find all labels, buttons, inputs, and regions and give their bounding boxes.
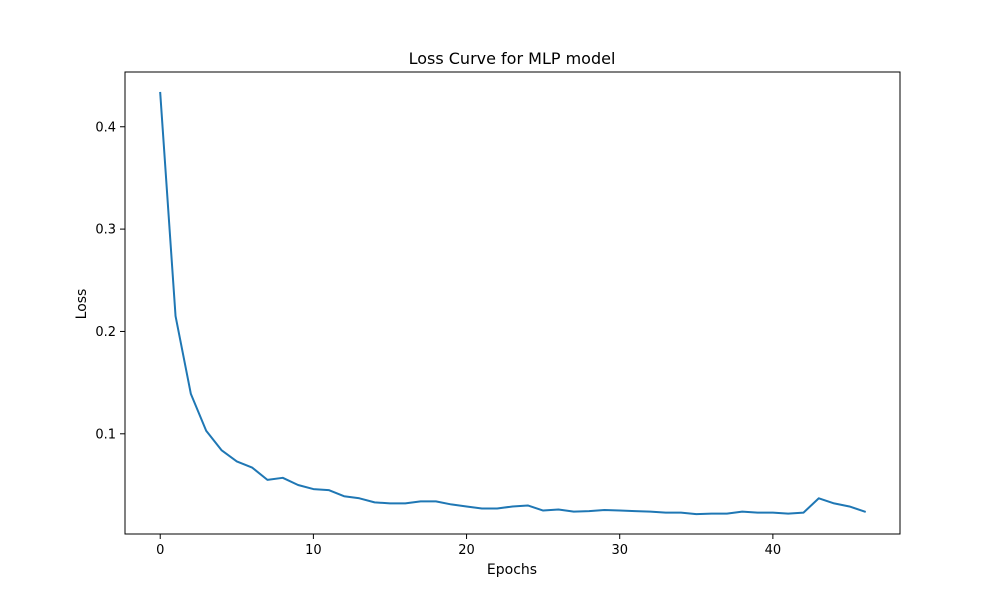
plot-area: 0 10 20 30 40 0.1 0.2 0.3 0.4 — [95, 71, 901, 558]
y-axis-label: Loss — [74, 289, 90, 320]
loss-series-line — [159, 91, 867, 516]
x-tick-label: 40 — [765, 543, 782, 558]
chart-title: Loss Curve for MLP model — [409, 49, 616, 68]
x-axis-label: Epochs — [487, 562, 537, 578]
x-tick-label: 30 — [611, 543, 628, 558]
y-tick-label: 0.2 — [95, 325, 116, 340]
x-tick-label: 0 — [156, 543, 164, 558]
plot-frame — [124, 71, 901, 535]
y-tick-label: 0.3 — [95, 223, 116, 238]
y-tick-label: 0.1 — [95, 427, 116, 442]
x-tick-label: 20 — [458, 543, 475, 558]
x-tick-label: 10 — [305, 543, 322, 558]
y-tick-label: 0.4 — [95, 120, 116, 135]
